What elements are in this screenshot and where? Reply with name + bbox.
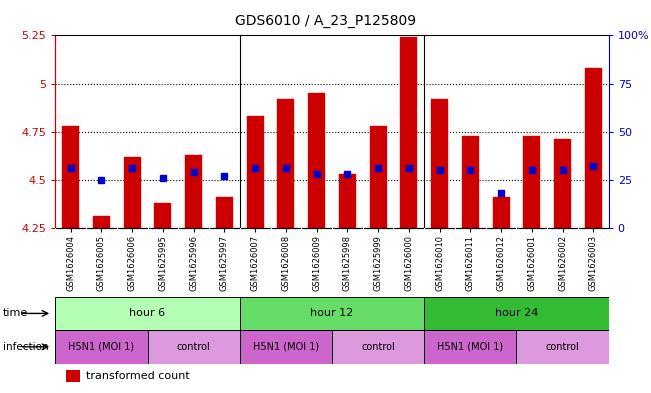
Bar (240, 297, 424, 330)
Text: time: time (3, 309, 28, 318)
Bar (523, 136, 540, 228)
Text: GDS6010 / A_23_P125809: GDS6010 / A_23_P125809 (235, 14, 416, 28)
Text: H5N1 (MOI 1): H5N1 (MOI 1) (253, 342, 319, 352)
Bar (339, 174, 356, 228)
Bar (154, 203, 171, 228)
Bar (277, 99, 294, 228)
Bar (585, 68, 602, 228)
Text: H5N1 (MOI 1): H5N1 (MOI 1) (437, 342, 503, 352)
Bar (186, 155, 202, 228)
Text: control: control (546, 342, 579, 352)
Text: H5N1 (MOI 1): H5N1 (MOI 1) (68, 342, 135, 352)
Bar (62, 126, 79, 228)
Text: transformed count: transformed count (86, 371, 189, 381)
Bar (148, 330, 240, 364)
Bar (554, 140, 571, 228)
Bar (55, 297, 240, 330)
Text: control: control (177, 342, 210, 352)
Bar (516, 330, 609, 364)
Bar (400, 37, 417, 228)
Bar (247, 116, 264, 228)
Bar (93, 217, 110, 228)
Bar (55, 330, 148, 364)
Text: control: control (361, 342, 395, 352)
Bar (424, 330, 516, 364)
Text: hour 24: hour 24 (495, 309, 538, 318)
Text: hour 12: hour 12 (311, 309, 353, 318)
Bar (424, 297, 609, 330)
Bar (308, 93, 325, 228)
Bar (66, 370, 80, 382)
Bar (462, 136, 478, 228)
Bar (124, 157, 141, 228)
Bar (216, 197, 233, 228)
Bar (493, 197, 510, 228)
Bar (370, 126, 387, 228)
Bar (240, 330, 332, 364)
Text: hour 6: hour 6 (130, 309, 165, 318)
Bar (332, 330, 424, 364)
Bar (431, 99, 448, 228)
Text: infection: infection (3, 342, 48, 352)
